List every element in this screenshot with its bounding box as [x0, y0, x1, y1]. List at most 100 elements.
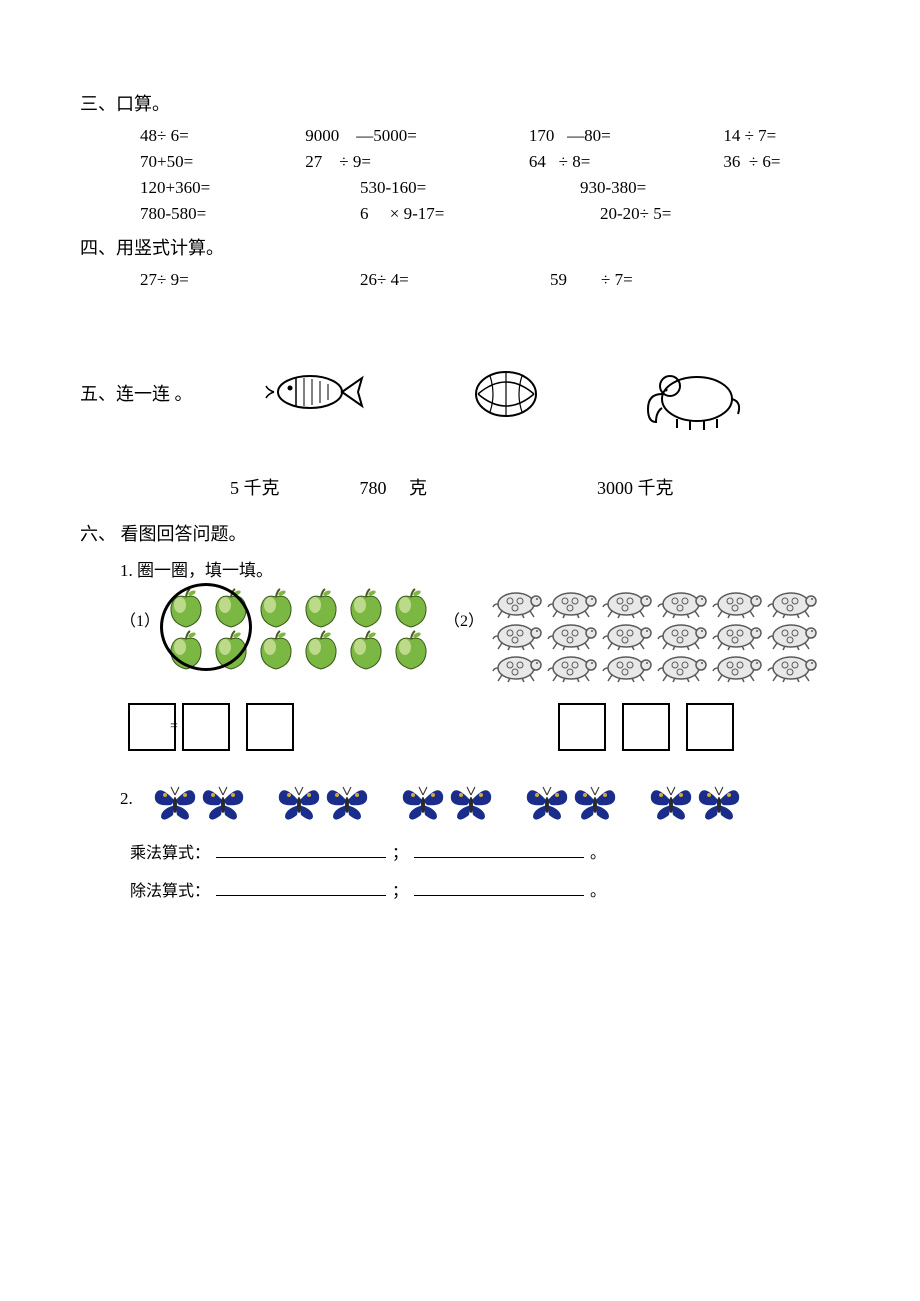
butterfly-pair [275, 781, 371, 825]
turtle-icon [543, 651, 598, 683]
section4-equations: 27÷ 9= 26÷ 4= 59 ÷ 7= [140, 270, 840, 290]
turtle-icon [488, 587, 543, 619]
butterfly-icon [695, 781, 743, 825]
butterfly-pair [151, 781, 247, 825]
eq-cell: 27 ÷ 9= [305, 152, 529, 172]
butterfly-groups [151, 781, 743, 825]
butterfly-icon [323, 781, 371, 825]
eq-row: 70+50= 27 ÷ 9= 64 ÷ 8= 36 ÷ 6= [140, 152, 840, 172]
butterfly-pair [399, 781, 495, 825]
eq-cell: 59 ÷ 7= [550, 270, 770, 290]
paren-1: （1） [120, 607, 160, 631]
butterfly-icon [399, 781, 447, 825]
eq-cell: 20-20÷ 5= [600, 204, 800, 224]
turtle-icon [488, 651, 543, 683]
apple-icon [254, 629, 299, 671]
eq-cell: 9000 —5000= [305, 126, 529, 146]
eq-cell: 780-580= [140, 204, 360, 224]
turtle-icon [708, 619, 763, 651]
turtle-icon [763, 651, 818, 683]
div-equation-line: 除法算式： ； 。 [130, 877, 840, 901]
apple-icon [389, 629, 434, 671]
eq-cell: 530-160= [360, 178, 580, 198]
section3-equations: 48÷ 6= 9000 —5000= 170 —80= 14 ÷ 7= 70+5… [140, 126, 840, 224]
section3-title: 三、口算。 [80, 90, 840, 116]
section6-sub1: 1. 圈一圈，填一填。 [120, 556, 840, 581]
turtle-icon [653, 651, 708, 683]
sep: ； [392, 839, 408, 863]
butterfly-pair [647, 781, 743, 825]
eq-cell: 48÷ 6= [140, 126, 305, 146]
watermelon-icon [466, 364, 546, 419]
turtle-icon [488, 619, 543, 651]
eq-cell: 170 —80= [529, 126, 723, 146]
eq-cell: 26÷ 4= [360, 270, 550, 290]
eq-sign: = [170, 719, 178, 735]
weight-label: 5 千克 [230, 474, 280, 500]
eq-row: 120+360= 530-160= 930-380= [140, 178, 840, 198]
circle-overlay [160, 583, 252, 671]
answer-box[interactable] [246, 703, 294, 751]
apple-grid [164, 587, 434, 671]
end: 。 [590, 839, 606, 863]
fish-icon [260, 364, 370, 419]
eq-row: 780-580= 6 × 9-17= 20-20÷ 5= [140, 204, 840, 224]
sep: ； [392, 877, 408, 901]
turtle-icon [598, 587, 653, 619]
div-label: 除法算式： [130, 877, 210, 901]
turtle-icon [708, 651, 763, 683]
end: 。 [590, 877, 606, 901]
weight-label: 780 克 [360, 474, 428, 500]
blank[interactable] [216, 841, 386, 858]
section6-title: 六、 看图回答问题。 [80, 520, 840, 546]
turtle-icon [763, 619, 818, 651]
turtle-icon [653, 587, 708, 619]
answer-box[interactable] [558, 703, 606, 751]
apple-icon [389, 587, 434, 629]
answer-boxes-2 [550, 703, 742, 751]
turtle-icon [598, 619, 653, 651]
eq-cell: 36 ÷ 6= [723, 152, 840, 172]
turtle-icon [653, 619, 708, 651]
eq-cell: 27÷ 9= [140, 270, 360, 290]
butterfly-icon [447, 781, 495, 825]
eq-cell: 120+360= [140, 178, 360, 198]
butterfly-pair [523, 781, 619, 825]
blank[interactable] [414, 841, 584, 858]
butterfly-icon [571, 781, 619, 825]
butterfly-icon [523, 781, 571, 825]
butterfly-icon [647, 781, 695, 825]
section5-labels: 5 千克 780 克 3000 千克 [200, 474, 840, 500]
answer-box[interactable] [182, 703, 230, 751]
answer-box[interactable] [622, 703, 670, 751]
butterfly-icon [151, 781, 199, 825]
apple-icon [299, 629, 344, 671]
turtle-icon [543, 587, 598, 619]
mult-label: 乘法算式： [130, 839, 210, 863]
section5-title: 五、连一连 。 [80, 380, 193, 406]
apple-icon [254, 587, 299, 629]
weight-label: 3000 千克 [597, 474, 674, 500]
apple-icon [344, 587, 389, 629]
mult-equation-line: 乘法算式： ； 。 [130, 839, 840, 863]
turtle-icon [763, 587, 818, 619]
eq-cell: 70+50= [140, 152, 305, 172]
answer-box[interactable] [686, 703, 734, 751]
blank[interactable] [414, 879, 584, 896]
answer-box[interactable] [128, 703, 176, 751]
eq-cell: 64 ÷ 8= [529, 152, 723, 172]
eq-row: 48÷ 6= 9000 —5000= 170 —80= 14 ÷ 7= [140, 126, 840, 146]
butterfly-icon [275, 781, 323, 825]
section4-title: 四、用竖式计算。 [80, 234, 840, 260]
answer-boxes-1: = [120, 703, 490, 751]
eq-cell: 6 × 9-17= [360, 204, 600, 224]
section6-sub2: 2. [120, 789, 133, 809]
turtle-grid [488, 587, 818, 683]
apple-icon [299, 587, 344, 629]
apple-icon [344, 629, 389, 671]
elephant-icon [642, 364, 752, 434]
blank[interactable] [216, 879, 386, 896]
section5-images [193, 364, 841, 434]
eq-cell: 14 ÷ 7= [723, 126, 840, 146]
eq-cell: 930-380= [580, 178, 780, 198]
